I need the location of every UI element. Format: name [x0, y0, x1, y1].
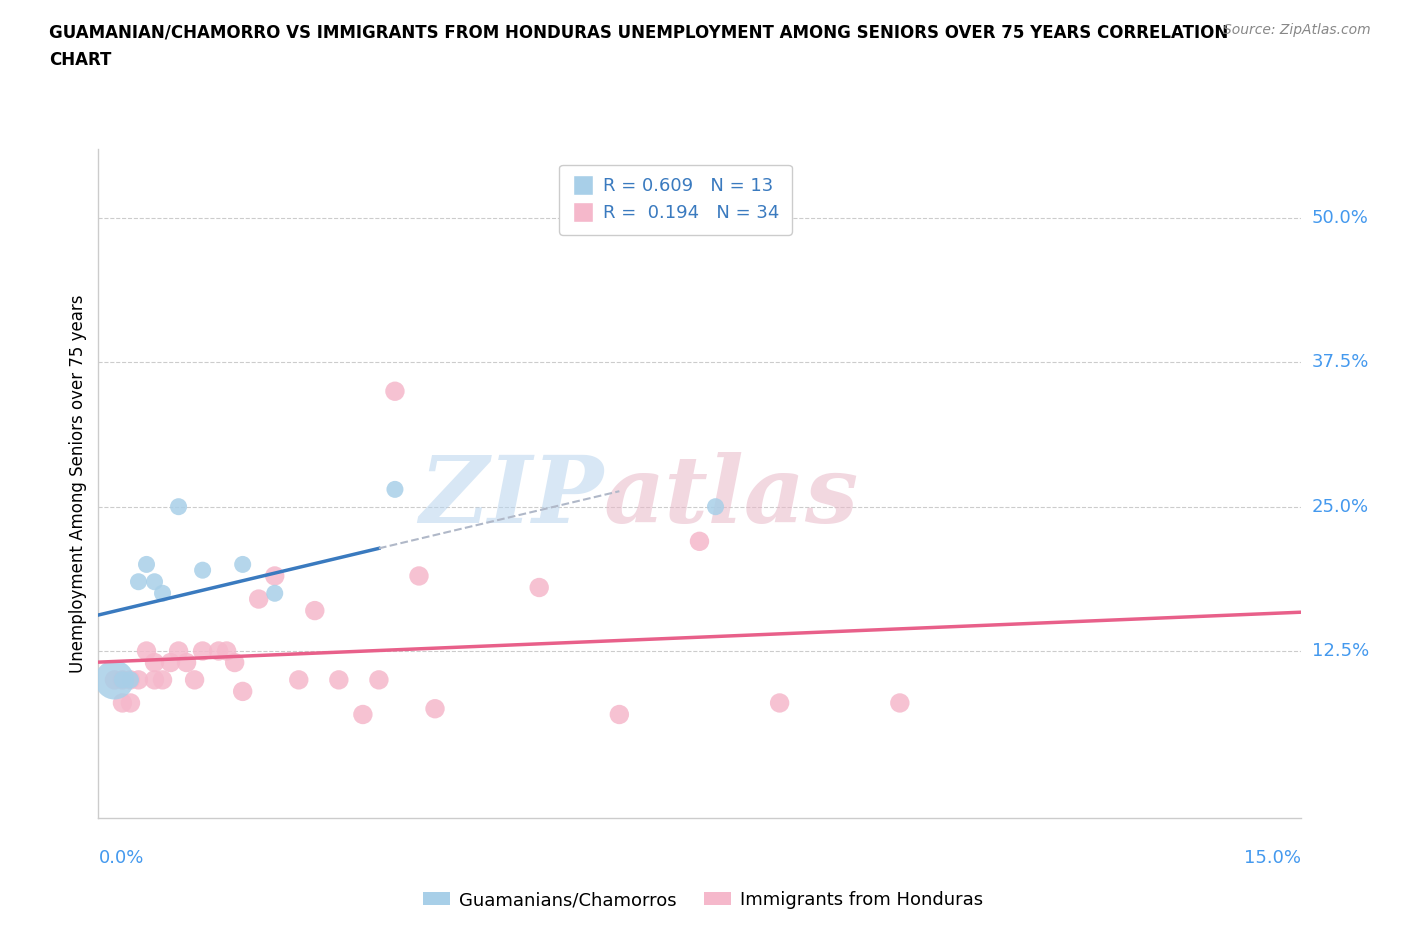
Point	[111, 696, 134, 711]
Text: atlas: atlas	[603, 452, 859, 542]
Point	[167, 644, 190, 658]
Point	[120, 696, 142, 711]
Text: ZIP: ZIP	[419, 452, 603, 542]
Point	[159, 655, 181, 670]
Text: 15.0%: 15.0%	[1243, 849, 1301, 867]
Legend: R = 0.609   N = 13, R =  0.194   N = 34: R = 0.609 N = 13, R = 0.194 N = 34	[560, 165, 792, 235]
Point	[352, 707, 374, 722]
Point	[889, 696, 911, 711]
Text: CHART: CHART	[49, 51, 111, 69]
Point	[529, 580, 551, 595]
Point	[120, 672, 142, 687]
Point	[688, 534, 710, 549]
Point	[224, 655, 246, 670]
Point	[152, 672, 174, 687]
Point	[304, 604, 326, 618]
Point	[152, 586, 174, 601]
Text: 37.5%: 37.5%	[1312, 353, 1369, 371]
Point	[609, 707, 631, 722]
Point	[103, 672, 125, 687]
Point	[423, 701, 446, 716]
Point	[176, 655, 198, 670]
Point	[232, 557, 254, 572]
Point	[120, 672, 142, 687]
Point	[143, 655, 166, 670]
Point	[768, 696, 790, 711]
Point	[247, 591, 270, 606]
Point	[111, 672, 134, 687]
Text: 25.0%: 25.0%	[1312, 498, 1369, 516]
Text: GUAMANIAN/CHAMORRO VS IMMIGRANTS FROM HONDURAS UNEMPLOYMENT AMONG SENIORS OVER 7: GUAMANIAN/CHAMORRO VS IMMIGRANTS FROM HO…	[49, 23, 1229, 41]
Point	[191, 563, 214, 578]
Point	[128, 575, 150, 590]
Y-axis label: Unemployment Among Seniors over 75 years: Unemployment Among Seniors over 75 years	[69, 295, 87, 672]
Legend: Guamanians/Chamorros, Immigrants from Honduras: Guamanians/Chamorros, Immigrants from Ho…	[416, 884, 990, 916]
Point	[208, 644, 231, 658]
Point	[263, 568, 285, 583]
Point	[183, 672, 205, 687]
Point	[368, 672, 391, 687]
Point	[135, 644, 157, 658]
Point	[167, 499, 190, 514]
Point	[263, 586, 285, 601]
Point	[288, 672, 311, 687]
Point	[135, 557, 157, 572]
Point	[143, 575, 166, 590]
Point	[215, 644, 238, 658]
Text: 50.0%: 50.0%	[1312, 209, 1368, 227]
Point	[408, 568, 430, 583]
Point	[103, 672, 125, 687]
Point	[143, 672, 166, 687]
Point	[128, 672, 150, 687]
Point	[191, 644, 214, 658]
Point	[328, 672, 350, 687]
Point	[384, 384, 406, 399]
Point	[704, 499, 727, 514]
Point	[232, 684, 254, 698]
Text: 12.5%: 12.5%	[1312, 642, 1369, 660]
Text: 0.0%: 0.0%	[98, 849, 143, 867]
Point	[111, 672, 134, 687]
Text: Source: ZipAtlas.com: Source: ZipAtlas.com	[1223, 23, 1371, 37]
Point	[384, 482, 406, 497]
